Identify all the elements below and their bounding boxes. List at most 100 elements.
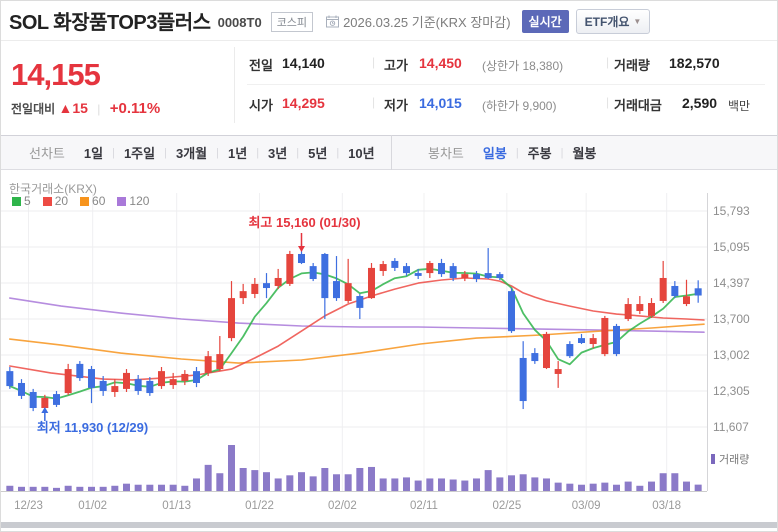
candle-tabs: 봉차트 일봉 | 주봉 | 월봉 — [428, 135, 605, 170]
low-label: 저가 — [384, 98, 408, 113]
svg-text:03/09: 03/09 — [572, 500, 601, 512]
tab-separator: | — [112, 146, 115, 159]
legend-swatch-icon — [80, 196, 90, 206]
cell-divider: | — [372, 95, 376, 109]
tab-separator: | — [515, 146, 519, 159]
svg-text:12,305: 12,305 — [713, 384, 750, 398]
svg-text:01/02: 01/02 — [78, 500, 107, 512]
y-axis-labels: 15,793 15,095 14,397 13,700 13,002 12,305 11,6… — [713, 204, 750, 434]
etf-overview-button[interactable]: ETF개요 ▼ — [575, 9, 651, 34]
legend-item-ma60: 60 — [80, 194, 105, 208]
volume-bar-icon — [711, 454, 715, 464]
legend-swatch-icon — [42, 196, 52, 206]
svg-text:15,095: 15,095 — [713, 240, 750, 254]
candle-chart-group-label: 봉차트 — [428, 146, 464, 161]
change-label: 전일대비 — [11, 102, 56, 116]
dropdown-arrow-icon: ▼ — [633, 17, 642, 26]
svg-text:01/22: 01/22 — [245, 500, 274, 512]
tab-일봉[interactable]: 일봉 — [482, 146, 507, 161]
date-info: 2026.03.25 기준(KRX 장마감) — [326, 12, 511, 31]
tab-3개월[interactable]: 3개월 — [175, 146, 208, 161]
change-percent: +0.11% — [109, 100, 161, 117]
volume-bars — [6, 445, 702, 491]
volume-legend-label: 거래량 — [719, 454, 750, 466]
trade-amount-value: 2,590 — [682, 95, 718, 111]
price-change-line: 전일대비 ▲15 | +0.11% — [11, 100, 160, 117]
tab-1일[interactable]: 1일 — [83, 146, 104, 161]
ma120-line — [9, 297, 705, 334]
legend-item-ma20: 20 — [42, 194, 69, 208]
svg-text:11,607: 11,607 — [713, 420, 749, 434]
tab-5년[interactable]: 5년 — [308, 146, 328, 161]
open-value: 14,295 — [282, 95, 325, 111]
legend-label: 5 — [24, 194, 31, 208]
legend-item-ma120: 120 — [117, 194, 149, 208]
stock-code: 0008T0 — [217, 14, 262, 30]
toolbar-divider — [391, 135, 392, 170]
ma60-line — [9, 323, 705, 364]
volume-legend: 거래량 — [711, 451, 749, 467]
divider: | — [97, 102, 101, 116]
prev-close-label: 전일 — [249, 58, 273, 73]
date-text: 2026.03.25 기준(KRX 장마감) — [343, 15, 511, 30]
realtime-badge[interactable]: 실시간 — [521, 10, 569, 33]
header: SOL 화장품TOP3플러스 0008T0 코스피 2026.03.25 기준(… — [1, 1, 777, 41]
volume-value: 182,570 — [669, 55, 720, 71]
volume-label: 거래량 — [614, 58, 650, 73]
legend-swatch-icon — [117, 196, 127, 206]
cell-divider: | — [606, 95, 610, 109]
high-value: 14,450 — [419, 55, 462, 71]
tab-separator: | — [216, 146, 219, 159]
svg-text:01/13: 01/13 — [162, 500, 191, 512]
svg-text:12/23: 12/23 — [14, 500, 43, 512]
up-triangle-icon: ▲ — [58, 100, 73, 116]
tab-separator: | — [256, 146, 260, 159]
upper-limit-text: (상한가 18,380) — [482, 59, 564, 73]
legend-item-ma5: 5 — [12, 194, 31, 208]
exchange-source-label: 한국거래소(KRX) — [9, 182, 97, 196]
svg-text:13,002: 13,002 — [713, 348, 750, 362]
svg-text:02/25: 02/25 — [492, 500, 521, 512]
tab-separator: | — [296, 146, 300, 159]
period-tabs: 선차트 1일 | 1주일 | 3개월 | 1년 | 3년 | 5년 | 10년 — [29, 135, 384, 170]
open-label: 시가 — [249, 98, 273, 113]
low-value: 14,015 — [419, 95, 462, 111]
tab-월봉[interactable]: 월봉 — [572, 146, 597, 161]
calendar-clock-icon — [326, 15, 340, 28]
tab-10년[interactable]: 10년 — [348, 146, 375, 161]
legend-label: 60 — [92, 194, 106, 208]
svg-text:13,700: 13,700 — [713, 312, 750, 326]
annotations: 최고 15,160 (01/30) 최저 11,930 (12/29) — [37, 215, 361, 435]
svg-text:02/11: 02/11 — [410, 500, 438, 512]
page-title: SOL 화장품TOP3플러스 — [9, 12, 211, 34]
legend-label: 20 — [54, 194, 69, 208]
legend-label: 120 — [129, 194, 150, 208]
tab-separator: | — [560, 146, 564, 159]
cell-divider: | — [372, 55, 376, 69]
tab-separator: | — [336, 146, 340, 159]
vertical-divider — [234, 47, 235, 123]
etf-overview-label: ETF개요 — [584, 15, 630, 29]
svg-text:15,793: 15,793 — [713, 204, 750, 218]
trade-amount-unit: 백만 — [728, 99, 751, 113]
market-badge: 코스피 — [270, 11, 314, 32]
tab-1년[interactable]: 1년 — [227, 146, 248, 161]
tab-주봉[interactable]: 주봉 — [527, 146, 552, 161]
svg-text:03/18: 03/18 — [652, 500, 681, 512]
x-axis-labels: 12/23 01/02 01/13 01/22 02/02 02/11 02/25 03/09… — [14, 500, 681, 512]
vertical-gridlines — [28, 193, 668, 491]
horizontal-gridlines — [1, 210, 707, 428]
tab-1주일[interactable]: 1주일 — [123, 146, 156, 161]
trade-amount-label: 거래대금 — [614, 98, 662, 113]
arrow-up-icon — [41, 407, 49, 413]
prev-close-value: 14,140 — [282, 55, 325, 71]
line-chart-group-label: 선차트 — [29, 146, 65, 161]
annotation-high-text: 최고 15,160 (01/30) — [248, 215, 360, 230]
high-label: 고가 — [384, 58, 408, 73]
svg-text:14,397: 14,397 — [713, 276, 750, 290]
tab-3년[interactable]: 3년 — [268, 146, 288, 161]
legend-swatch-icon — [12, 196, 21, 206]
change-value: 15 — [72, 100, 88, 116]
